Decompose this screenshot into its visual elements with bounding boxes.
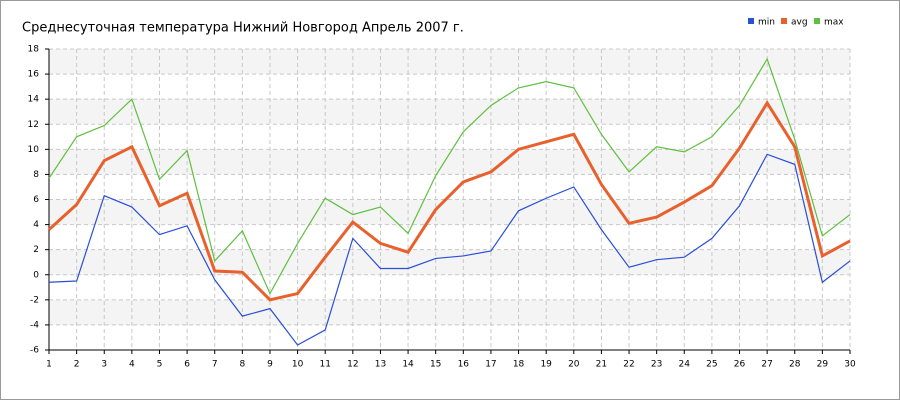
plot-band bbox=[49, 99, 850, 125]
y-tick-label: 6 bbox=[33, 195, 39, 205]
x-tick-label: 18 bbox=[513, 360, 525, 370]
y-tick-label: 4 bbox=[33, 220, 39, 230]
y-tick-label: 8 bbox=[33, 170, 39, 180]
y-tick-label: 14 bbox=[28, 95, 40, 105]
series-line bbox=[48, 153, 851, 346]
x-tick-label: 8 bbox=[239, 360, 245, 370]
y-tick-label: 12 bbox=[28, 120, 39, 130]
x-tick-label: 15 bbox=[430, 360, 441, 370]
y-tick-label: 16 bbox=[28, 70, 40, 80]
x-tick-label: 4 bbox=[129, 360, 135, 370]
x-tick-label: 26 bbox=[734, 360, 746, 370]
x-tick-label: 27 bbox=[761, 360, 772, 370]
y-tick-label: 2 bbox=[33, 245, 39, 255]
x-tick-label: 23 bbox=[651, 360, 662, 370]
x-tick-label: 13 bbox=[375, 360, 386, 370]
x-tick-label: 1 bbox=[46, 360, 52, 370]
legend-swatch bbox=[781, 18, 787, 24]
x-tick-label: 11 bbox=[319, 360, 330, 370]
plot-band bbox=[49, 299, 850, 325]
x-tick-label: 28 bbox=[789, 360, 801, 370]
x-tick-label: 2 bbox=[74, 360, 80, 370]
legend-label: max bbox=[824, 18, 844, 28]
series-line bbox=[47, 100, 851, 302]
x-tick-label: 17 bbox=[485, 360, 496, 370]
plot-band bbox=[49, 249, 850, 275]
y-tick-label: 18 bbox=[28, 45, 40, 55]
y-tick-label: -2 bbox=[30, 295, 39, 305]
x-tick-label: 24 bbox=[679, 360, 691, 370]
x-tick-label: 29 bbox=[817, 360, 829, 370]
x-tick-label: 14 bbox=[402, 360, 414, 370]
y-tick-label: -4 bbox=[30, 320, 39, 330]
x-tick-label: 22 bbox=[623, 360, 634, 370]
x-tick-label: 12 bbox=[347, 360, 358, 370]
legend-label: avg bbox=[791, 18, 808, 28]
x-tick-label: 10 bbox=[292, 360, 304, 370]
chart-title: Среднесуточная температура Нижний Новгор… bbox=[22, 21, 464, 36]
x-tick-label: 7 bbox=[212, 360, 218, 370]
x-tick-label: 16 bbox=[458, 360, 470, 370]
legend-swatch bbox=[748, 18, 754, 24]
x-tick-label: 19 bbox=[540, 360, 552, 370]
x-tick-label: 3 bbox=[101, 360, 107, 370]
legend-swatch bbox=[814, 18, 820, 24]
x-tick-label: 21 bbox=[596, 360, 607, 370]
plot-band bbox=[49, 199, 850, 225]
series-line bbox=[48, 57, 851, 295]
x-tick-label: 9 bbox=[267, 360, 273, 370]
y-tick-label: 0 bbox=[33, 270, 39, 280]
legend-label: min bbox=[758, 18, 775, 28]
x-tick-label: 30 bbox=[844, 360, 856, 370]
x-tick-label: 25 bbox=[706, 360, 717, 370]
x-tick-label: 20 bbox=[568, 360, 580, 370]
plot-band bbox=[49, 49, 850, 75]
x-tick-label: 6 bbox=[184, 360, 190, 370]
y-tick-label: 10 bbox=[28, 145, 40, 155]
y-tick-label: -6 bbox=[30, 346, 39, 356]
x-tick-label: 5 bbox=[157, 360, 163, 370]
